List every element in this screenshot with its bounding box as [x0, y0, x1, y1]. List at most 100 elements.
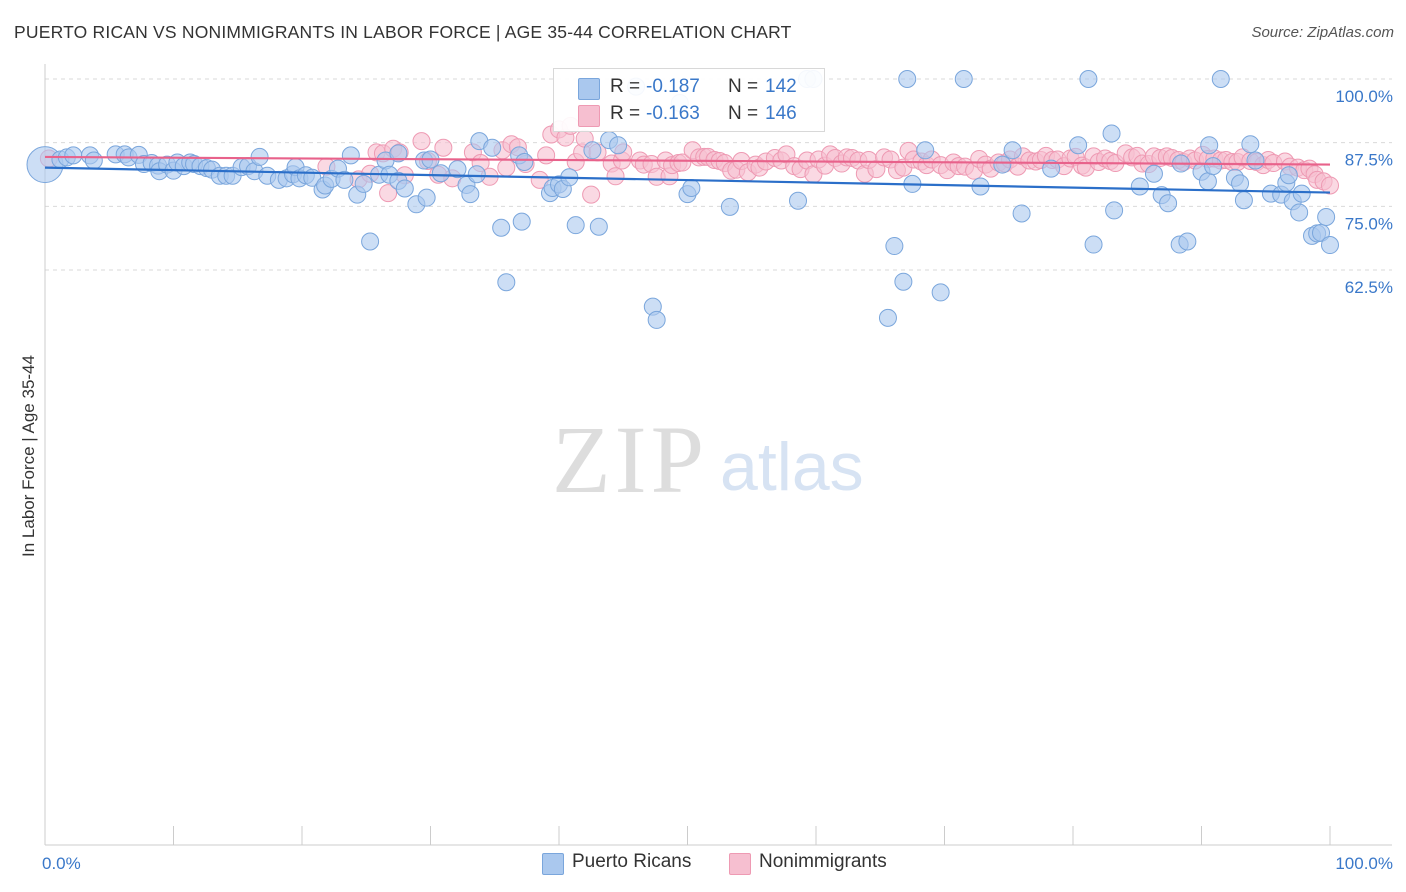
data-point-puerto-ricans: [1003, 141, 1022, 160]
chart-title: PUERTO RICAN VS NONIMMIGRANTS IN LABOR F…: [14, 22, 792, 42]
data-point-puerto-ricans: [1246, 151, 1265, 170]
data-point-puerto-ricans: [492, 218, 511, 237]
data-point-puerto-ricans: [1079, 70, 1098, 88]
legend-r-label: R =: [610, 103, 641, 124]
data-point-puerto-ricans: [1292, 184, 1311, 203]
data-point-puerto-ricans: [720, 197, 739, 216]
correlation-legend: R = -0.187 N = 142 R = -0.163 N = 146: [553, 68, 825, 132]
bottom-legend-label: Puerto Ricans: [572, 851, 692, 872]
data-point-puerto-ricans: [84, 151, 103, 170]
data-point-nonimmigrants: [673, 153, 692, 172]
y-tick-label: 75.0%: [1345, 214, 1393, 233]
data-point-puerto-ricans: [1130, 177, 1149, 196]
data-point-nonimmigrants: [379, 184, 398, 203]
watermark: ZIP atlas: [552, 406, 864, 513]
tick-labels: 62.5% 75.0% 87.5% 100.0% 0.0% 100.0% In Labor …: [19, 87, 1393, 873]
source-credit: Source: ZipAtlas.com: [1251, 24, 1394, 41]
data-point-puerto-ricans: [1290, 203, 1309, 222]
data-point-puerto-ricans: [1144, 164, 1163, 183]
data-point-puerto-ricans: [497, 273, 516, 292]
data-point-puerto-ricans: [417, 188, 436, 207]
data-point-nonimmigrants: [497, 158, 516, 177]
data-point-puerto-ricans: [1279, 166, 1298, 185]
data-point-nonimmigrants: [434, 138, 453, 157]
data-point-nonimmigrants: [606, 167, 625, 186]
data-point-puerto-ricans: [878, 308, 897, 327]
watermark-zip: ZIP: [552, 406, 708, 513]
bottom-legend-swatch-pink: [729, 853, 751, 875]
trend-line-puerto-ricans: [44, 166, 1331, 194]
data-point-puerto-ricans: [395, 179, 414, 198]
data-point-puerto-ricans: [1231, 174, 1250, 193]
legend-r-value: -0.187: [646, 76, 700, 97]
data-point-puerto-ricans: [467, 165, 486, 184]
data-point-puerto-ricans: [341, 146, 360, 165]
bottom-legend-label: Nonimmigrants: [759, 851, 887, 872]
data-point-puerto-ricans: [250, 147, 269, 166]
data-point-puerto-ricans: [789, 191, 808, 210]
legend-n-label: N =: [728, 76, 759, 97]
data-point-puerto-ricans: [1204, 157, 1223, 176]
data-point-puerto-ricans: [894, 272, 913, 291]
data-point-puerto-ricans: [583, 141, 602, 160]
data-point-nonimmigrants: [530, 170, 549, 189]
data-point-puerto-ricans: [361, 232, 380, 251]
data-point-puerto-ricans: [682, 178, 701, 197]
data-point-puerto-ricans: [515, 153, 534, 172]
data-point-puerto-ricans: [1198, 172, 1217, 191]
watermark-atlas: atlas: [720, 429, 864, 505]
legend-r-label: R =: [610, 76, 641, 97]
data-point-puerto-ricans: [566, 216, 585, 235]
data-point-puerto-ricans: [1211, 70, 1230, 88]
data-point-puerto-ricans: [1102, 124, 1121, 143]
trend-line-nonimmigrants: [44, 155, 1331, 166]
data-point-puerto-ricans: [1321, 236, 1339, 255]
data-point-puerto-ricans: [1084, 235, 1103, 254]
x-tick-label: 100.0%: [1335, 854, 1393, 873]
data-point-puerto-ricans: [483, 138, 502, 157]
y-tick-label: 87.5%: [1345, 151, 1393, 170]
x-tick-label: 0.0%: [42, 854, 81, 873]
data-point-puerto-ricans: [389, 144, 408, 163]
legend-n-label: N =: [728, 103, 759, 124]
data-point-puerto-ricans: [916, 141, 935, 160]
data-point-nonimmigrants: [412, 132, 431, 151]
data-point-puerto-ricans: [1241, 135, 1260, 154]
data-point-puerto-ricans: [1234, 191, 1253, 210]
data-point-puerto-ricans: [354, 174, 373, 193]
y-tick-label: 100.0%: [1335, 87, 1393, 106]
legend-swatch-blue: [578, 78, 600, 100]
legend-n-value: 142: [765, 76, 797, 97]
data-point-puerto-ricans: [898, 70, 917, 88]
y-tick-label: 62.5%: [1345, 278, 1393, 297]
bottom-legend-swatch-blue: [542, 853, 564, 875]
data-point-puerto-ricans: [1069, 136, 1088, 155]
data-point-puerto-ricans: [1105, 201, 1124, 220]
data-point-nonimmigrants: [1321, 176, 1339, 195]
data-point-puerto-ricans: [589, 217, 608, 236]
data-point-puerto-ricans: [64, 146, 83, 165]
data-point-puerto-ricans: [461, 185, 480, 204]
data-point-puerto-ricans: [609, 136, 628, 155]
data-point-puerto-ricans: [885, 237, 904, 256]
data-point-puerto-ricans: [954, 70, 973, 88]
data-point-puerto-ricans: [1159, 194, 1178, 213]
data-point-puerto-ricans: [512, 212, 531, 231]
data-point-puerto-ricans: [1200, 136, 1219, 155]
data-point-puerto-ricans: [647, 310, 666, 329]
data-point-puerto-ricans: [1317, 208, 1336, 227]
data-point-puerto-ricans: [448, 160, 467, 179]
trend-lines: [44, 155, 1331, 194]
data-point-puerto-ricans: [993, 155, 1012, 174]
data-point-puerto-ricans: [431, 164, 450, 183]
data-point-puerto-ricans: [1178, 232, 1197, 251]
data-point-puerto-ricans: [335, 170, 354, 189]
legend-swatch-pink: [578, 105, 600, 127]
data-point-puerto-ricans: [1042, 159, 1061, 178]
data-point-puerto-ricans: [1012, 204, 1031, 223]
legend-r-value: -0.163: [646, 103, 700, 124]
legend-n-value: 146: [765, 103, 797, 124]
data-point-nonimmigrants: [537, 146, 556, 165]
data-point-puerto-ricans: [931, 283, 950, 302]
